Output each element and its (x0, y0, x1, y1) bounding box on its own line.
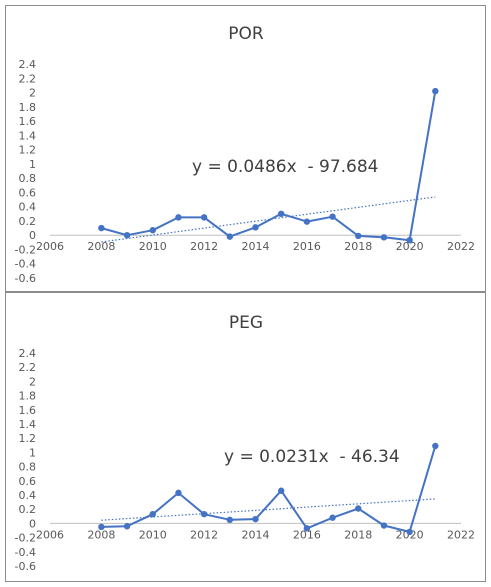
chart-0-y-tick-label: 0.4 (19, 201, 37, 214)
chart-1-data-point (226, 516, 234, 524)
chart-1-data-point (200, 510, 208, 518)
chart-1-y-tick-label: -0.6 (15, 560, 36, 573)
chart-1-y-tick-label: 1.2 (19, 432, 37, 445)
chart-panel-peg: PEG 2.4 2.2 2 1.8 1.6 1.4 1.2 1 0.8 0.6 0.4 0.2 0 -0.2… (5, 292, 486, 582)
chart-0-data-point (355, 232, 362, 240)
chart-0-data-point (277, 210, 285, 217)
chart-1-data-point (303, 525, 311, 532)
chart-1-x-tick-label: 2022 (447, 528, 475, 541)
chart-1-x-tick-label: 2010 (139, 528, 167, 541)
chart-1-x-tick-label: 2014 (242, 528, 270, 541)
chart-1-data-point (98, 523, 105, 531)
chart-0-data-point (123, 232, 131, 239)
chart-0-x-tick-label: 2022 (447, 240, 475, 253)
chart-0-y-tick-label: 0.2 (19, 215, 37, 228)
chart-1-data-point (277, 487, 285, 494)
chart-1-y-tick-label: 0.8 (19, 461, 37, 474)
chart-1-y-tick-label: 0 (29, 517, 36, 530)
chart-0-y-tick-label: 2.2 (19, 72, 37, 85)
chart-0-y-tick-label: 1.8 (19, 101, 37, 114)
chart-1-y-tick-label: 0.2 (19, 503, 37, 516)
chart-0-data-point (432, 87, 439, 95)
chart-0-trendline-equation: y = 0.0486x - 97.684 (192, 157, 379, 177)
chart-0-y-tick-label: -0.6 (15, 272, 36, 285)
chart-0-y-tick-label: 0 (29, 229, 36, 242)
chart-0-y-tick-label: 2.4 (19, 58, 37, 71)
chart-0-y-tick-label: 1 (29, 158, 36, 171)
chart-panel-por: POR 2.4 2.2 2 1.8 1.6 1.4 1.2 1 0.8 0.6 0.4 0.2 0 -0.2… (5, 5, 486, 292)
chart-0-title: POR (228, 24, 264, 44)
chart-0-y-tick-label: 0.6 (19, 186, 37, 199)
chart-1-data-point (149, 510, 156, 518)
chart-0-data-point (226, 233, 234, 240)
chart-peg: PEG 2.42.22 1.81.61.41.21 0.80.60.40.20 -0.2… (15, 313, 475, 573)
chart-1-series-line (101, 445, 437, 533)
chart-1-x-tick-label: 2006 (36, 528, 64, 541)
chart-0-data-point (303, 218, 311, 225)
chart-0-data-point (200, 214, 208, 221)
chart-0-x-tick-label: 2018 (344, 240, 372, 253)
chart-1-data-point (406, 528, 413, 536)
chart-0-y-tick-label: 0.8 (19, 172, 37, 185)
chart-1-y-tick-label: 2.2 (19, 361, 37, 374)
chart-1-y-tick-label: 1 (29, 446, 36, 459)
chart-0-data-point (98, 224, 105, 232)
chart-0-x-tick-label: 2006 (36, 240, 64, 253)
chart-1-x-tick-label: 2018 (344, 528, 372, 541)
chart-1-title: PEG (229, 313, 263, 333)
chart-0-x-tick-label: 2020 (396, 240, 424, 253)
chart-1-trendline-equation: y = 0.0231x - 46.34 (224, 447, 400, 467)
chart-0-x-tick-label: 2014 (242, 240, 270, 253)
chart-1-data-point (252, 515, 259, 523)
chart-1-y-tick-label: 2.4 (19, 347, 37, 360)
chart-0-y-tick-label: -0.4 (15, 258, 36, 271)
chart-1-data-point (432, 442, 439, 450)
chart-1-y-tick-label: 0.6 (19, 475, 37, 488)
chart-0-data-point (175, 214, 182, 221)
chart-0-data-point (329, 213, 336, 220)
chart-0-y-tick-label: 2 (29, 87, 36, 100)
chart-1-data-point (380, 522, 388, 529)
chart-1-y-tick-label: 1.6 (19, 404, 37, 417)
chart-0-data-point (406, 236, 413, 244)
chart-1-x-tick-label: 2008 (87, 528, 115, 541)
chart-0-data-point (149, 227, 156, 234)
chart-0-y-tick-label: 1.2 (19, 144, 37, 157)
chart-0-data-point (380, 234, 388, 241)
chart-1-data-point (329, 514, 336, 521)
chart-0-x-tick-label: 2008 (87, 240, 115, 253)
chart-0-y-tick-label: 1.6 (19, 115, 37, 128)
chart-1-data-point (123, 523, 131, 530)
chart-1-y-tick-label: 2 (29, 375, 36, 388)
chart-1-y-tick-label: -0.2 (15, 532, 36, 545)
chart-0-x-tick-label: 2010 (139, 240, 167, 253)
chart-0-trendline (101, 196, 436, 243)
chart-0-x-tick-label: 2012 (190, 240, 218, 253)
chart-0-y-tick-label: -0.2 (15, 243, 36, 256)
chart-0-data-point (252, 224, 259, 231)
chart-0-x-tick-label: 2016 (293, 240, 321, 253)
chart-1-data-point (175, 489, 182, 497)
chart-1-y-tick-label: 0.4 (19, 489, 37, 502)
chart-1-x-tick-label: 2012 (190, 528, 218, 541)
chart-0-y-tick-label: 1.4 (19, 129, 37, 142)
chart-1-data-point (355, 505, 362, 512)
chart-por: POR 2.42.2 21.81.61.4 1.210.80.6 0.40.20-0.2… (15, 24, 475, 285)
chart-0-series-line (101, 90, 437, 242)
chart-1-x-tick-label: 2016 (293, 528, 321, 541)
chart-1-y-tick-label: 1.4 (19, 418, 37, 431)
chart-1-y-tick-label: -0.4 (15, 546, 36, 559)
chart-1-y-tick-label: 1.8 (19, 390, 37, 403)
